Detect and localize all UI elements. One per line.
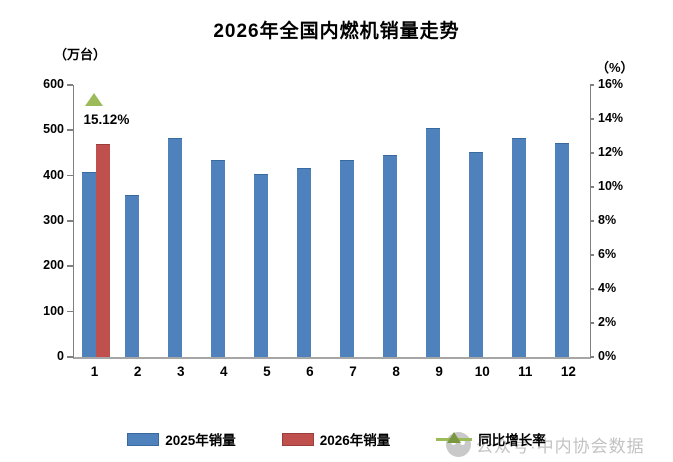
right-axis-tick xyxy=(590,118,594,120)
legend-swatch-2025-icon xyxy=(127,432,160,446)
right-axis-tick xyxy=(590,356,594,358)
bar-2025-month-3 xyxy=(167,138,182,357)
left-axis-tick-label: 600 xyxy=(43,77,64,91)
legend-item-2026: 2026年销量 xyxy=(281,429,391,449)
right-axis-tick-label: 12% xyxy=(598,145,624,159)
growth-rate-triangle-marker xyxy=(85,92,104,106)
x-axis-label-month-1: 1 xyxy=(90,364,99,379)
legend-label-growth: 同比增长率 xyxy=(478,433,546,448)
x-axis-label-month-2: 2 xyxy=(133,364,142,379)
right-axis-tick-label: 2% xyxy=(598,315,617,329)
x-axis-label-month-10: 10 xyxy=(474,364,490,379)
left-axis-tick xyxy=(67,220,73,222)
bar-2025-month-1 xyxy=(81,172,96,357)
bar-2025-month-7 xyxy=(340,159,354,357)
legend-label-2026: 2026年销量 xyxy=(319,433,391,448)
right-axis-tick xyxy=(590,322,594,324)
right-axis-tick xyxy=(590,220,594,222)
right-axis-tick-label: 14% xyxy=(598,111,624,125)
growth-rate-annotation: 15.12% xyxy=(83,111,130,127)
bar-2026-month-1 xyxy=(95,143,110,357)
left-axis-tick xyxy=(67,84,73,86)
x-axis-label-month-12: 12 xyxy=(560,364,576,379)
left-axis-tick-label: 0 xyxy=(57,349,64,363)
left-axis-tick-label: 200 xyxy=(43,258,64,273)
x-axis-label-month-4: 4 xyxy=(220,364,228,379)
right-axis-tick xyxy=(590,254,594,256)
legend-growth-marker-icon xyxy=(436,431,473,443)
bar-2025-month-5 xyxy=(253,173,268,357)
category-slot-8 xyxy=(376,85,419,357)
category-slot-9 xyxy=(419,85,462,357)
category-slot-10 xyxy=(462,85,505,357)
x-axis-label-month-6: 6 xyxy=(306,364,314,379)
left-axis-tick-label: 300 xyxy=(43,213,64,227)
legend-swatch-2026-icon xyxy=(281,432,314,446)
legend-item-growth: 同比增长率 xyxy=(436,429,546,449)
x-axis-label-month-8: 8 xyxy=(392,364,400,379)
bar-series-area xyxy=(74,85,591,357)
legend-item-2025: 2025年销量 xyxy=(127,429,236,449)
left-axis-tick xyxy=(67,310,73,313)
right-axis-tick xyxy=(590,84,594,86)
left-axis-tick xyxy=(67,129,73,131)
category-slot-5 xyxy=(246,85,289,357)
category-slot-11 xyxy=(505,85,548,357)
chart-title: 2026年全国内燃机销量走势 xyxy=(213,21,460,42)
x-axis-label-month-3: 3 xyxy=(176,364,185,379)
x-axis-label-month-11: 11 xyxy=(518,364,533,379)
bar-2025-month-12 xyxy=(555,142,570,357)
right-axis-tick-label: 6% xyxy=(598,247,617,261)
bar-2025-month-8 xyxy=(383,155,398,357)
bar-2025-month-11 xyxy=(512,138,527,357)
bar-2025-month-9 xyxy=(426,127,441,357)
category-slot-4 xyxy=(203,85,246,357)
category-slot-7 xyxy=(332,85,375,357)
x-axis-label-month-5: 5 xyxy=(263,364,271,379)
right-axis-tick xyxy=(590,152,594,154)
x-axis-labels: 1 2 3 4 5 6 7 8 9 10 11 12 xyxy=(73,364,590,379)
category-slot-1 xyxy=(74,85,117,357)
right-axis-tick xyxy=(590,186,594,188)
left-axis-tick xyxy=(67,265,73,267)
right-axis-tick xyxy=(590,288,594,290)
left-axis-tick-label: 400 xyxy=(43,167,64,182)
legend: 2025年销量 2026年销量 同比增长率 xyxy=(0,429,673,449)
left-axis-tick xyxy=(67,174,73,177)
x-axis-label-month-7: 7 xyxy=(349,364,357,379)
right-axis-tick-label: 8% xyxy=(598,213,617,227)
bar-2025-month-2 xyxy=(124,194,139,357)
category-slot-6 xyxy=(289,85,332,357)
right-axis-tick-label: 16% xyxy=(598,77,624,91)
bar-2025-month-6 xyxy=(296,168,311,357)
left-axis-tick-label: 100 xyxy=(43,303,64,318)
watermark: 公众号·中内协会数据 xyxy=(446,432,645,457)
left-axis-tick xyxy=(67,356,73,358)
right-axis-unit-label: （%） xyxy=(596,60,634,75)
bar-2025-month-4 xyxy=(210,159,225,357)
category-slot-2 xyxy=(117,85,160,357)
category-slot-12 xyxy=(548,85,591,357)
watermark-text: 公众号·中内协会数据 xyxy=(476,437,645,456)
legend-label-2025: 2025年销量 xyxy=(165,433,236,448)
left-axis-unit-label: （万台） xyxy=(54,47,107,62)
x-axis-label-month-9: 9 xyxy=(435,364,443,379)
right-axis-tick-label: 0% xyxy=(598,349,617,363)
plot-area xyxy=(73,85,591,359)
left-axis-tick-label: 500 xyxy=(43,122,64,137)
bar-2025-month-10 xyxy=(469,152,484,357)
category-slot-3 xyxy=(160,85,203,357)
right-axis-tick-label: 4% xyxy=(598,281,617,295)
right-axis-tick-label: 10% xyxy=(598,179,624,193)
